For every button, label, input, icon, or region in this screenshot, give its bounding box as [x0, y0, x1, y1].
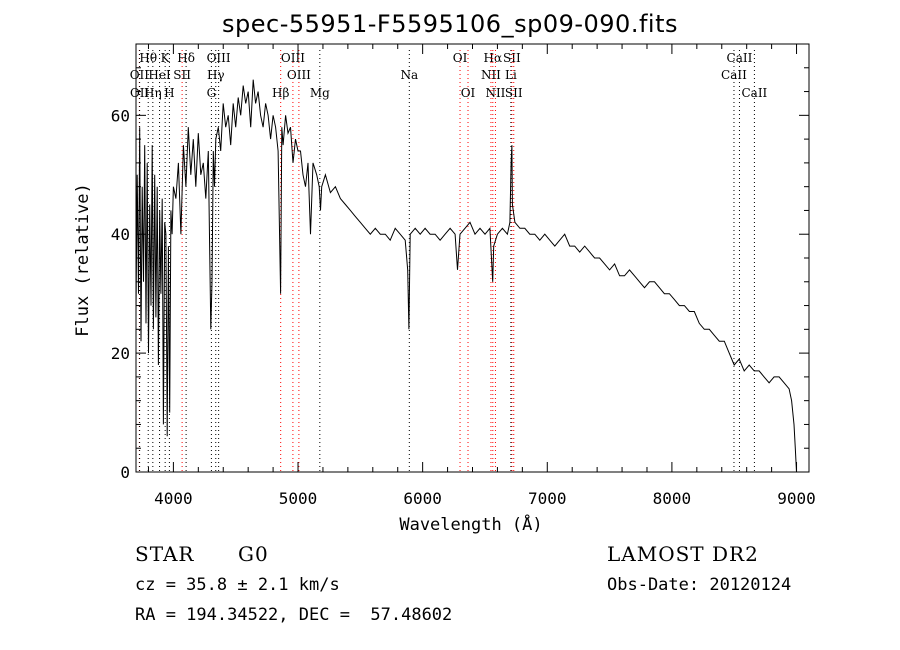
x-tick-label: 7000	[528, 489, 567, 508]
spectral-line-label: NII	[481, 68, 501, 82]
spectral-line-label: Li	[505, 68, 517, 82]
spectral-line-label: Hθ	[139, 51, 157, 65]
y-tick-label: 0	[120, 463, 130, 482]
spectral-line-label: OII	[130, 86, 150, 100]
x-tick-label: 5000	[279, 489, 318, 508]
redshift-cz: cz = 35.8 ± 2.1 km/s	[135, 575, 340, 595]
spectral-line-label: CaII	[741, 86, 767, 100]
x-axis-label: Wavelength (Å)	[399, 513, 542, 535]
spectral-line-label: Hα	[484, 51, 503, 65]
spectral-line-label: CaII	[727, 51, 753, 65]
spectral-line-label: K	[161, 51, 171, 65]
spectral-line-label: OI	[461, 86, 476, 100]
sky-coordinates: RA = 194.34522, DEC = 57.48602	[135, 605, 453, 625]
spectral-line-label: Na	[400, 68, 418, 82]
spectral-line-label: OIII	[287, 68, 311, 82]
spectral-line-label: OIII	[207, 51, 231, 65]
spectral-line-label: Mg	[310, 86, 330, 100]
spectral-line-label: SII	[505, 86, 523, 100]
x-tick-label: 9000	[777, 489, 816, 508]
object-class: STAR	[135, 542, 195, 566]
spectral-line-label: G	[207, 86, 217, 100]
y-tick-label: 40	[111, 225, 130, 244]
spectral-line-label: Hβ	[272, 86, 289, 100]
spectral-line-label: NII	[485, 86, 505, 100]
spectral-line-label: OIII	[281, 51, 305, 65]
survey-name: LAMOST DR2	[607, 542, 759, 566]
y-axis-label: Flux (relative)	[73, 183, 93, 337]
spectral-line-label: SII	[173, 68, 191, 82]
spectrum-line	[135, 79, 797, 473]
spectral-line-label: OI	[453, 51, 468, 65]
x-tick-label: 6000	[403, 489, 442, 508]
y-tick-label: 20	[111, 344, 130, 363]
spectral-line-label: Hγ	[207, 68, 225, 82]
axis-ticks	[136, 44, 809, 473]
spectral-line-label: HeI	[148, 68, 171, 82]
observation-date: Obs-Date: 20120124	[607, 575, 792, 595]
axis-tick-labels: 4000 5000 6000 7000 8000 9000 0 20 40 60	[111, 106, 816, 508]
spectral-line-label: H	[164, 86, 174, 100]
x-tick-label: 4000	[154, 489, 193, 508]
object-subclass: G0	[238, 542, 269, 566]
chart-title: spec-55951-F5595106_sp09-090.fits	[222, 10, 678, 38]
spectral-line-label: Hη	[144, 86, 162, 100]
y-tick-label: 60	[111, 106, 130, 125]
spectral-line-label: Hδ	[177, 51, 195, 65]
spectral-line-label: CaII	[721, 68, 747, 82]
spectral-line-label: SII	[503, 51, 521, 65]
x-tick-label: 8000	[653, 489, 692, 508]
